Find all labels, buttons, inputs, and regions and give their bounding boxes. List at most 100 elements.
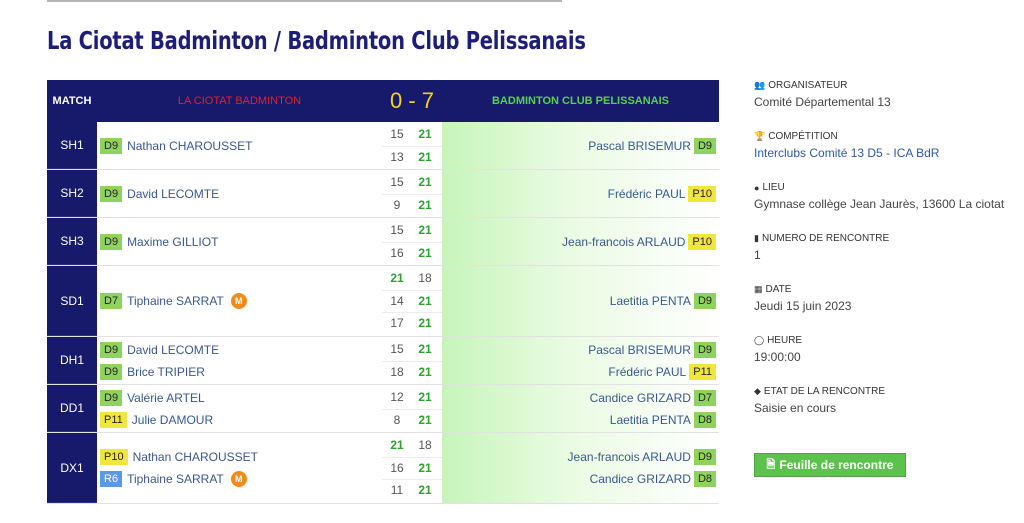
overall-score: 0 - 7 xyxy=(389,88,435,113)
home-team-name[interactable]: LA CIOTAT BADMINTON xyxy=(177,95,302,107)
home-player[interactable]: R6 Tiphaine SARRAT M xyxy=(100,470,247,488)
match-table: MATCH LA CIOTAT BADMINTON 0 - 7 BADMINTO… xyxy=(47,80,719,504)
away-set-score: 21 xyxy=(418,294,432,308)
away-set-score: 18 xyxy=(418,271,432,285)
match-row[interactable]: SD1 D7 Tiphaine SARRAT M 21 18 14 21 17 21 Laetiti… xyxy=(47,266,719,337)
set-score-row: 8 21 xyxy=(382,409,442,429)
set-score-row: 13 21 xyxy=(382,146,442,166)
away-player[interactable]: Candice GRIZARD D7 xyxy=(590,389,716,407)
home-player[interactable]: D9 Brice TRIPIER xyxy=(100,363,205,381)
info-competition: 🏆 COMPÉTITION Interclubs Comité 13 D5 - I… xyxy=(754,131,939,160)
info-organisateur: 👥 ORGANISATEUR Comité Départemental 13 xyxy=(754,80,891,109)
match-row[interactable]: DD1 D9 Valérie ARTEL P11 Julie DAMOUR 12 21 8 21… xyxy=(47,385,719,433)
info-date: ▦ DATE Jeudi 15 juin 2023 xyxy=(754,284,851,313)
away-player[interactable]: Jean-francois ARLAUD P10 xyxy=(562,233,716,251)
set-score-row: 16 21 xyxy=(382,457,442,477)
match-row[interactable]: SH3 D9 Maxime GILLIOT 15 21 16 21 Jean-francois… xyxy=(47,218,719,266)
away-player[interactable]: Candice GRIZARD D8 xyxy=(590,470,716,488)
rank-badge: D7 xyxy=(693,389,716,406)
player-name[interactable]: Jean-francois ARLAUD xyxy=(567,450,691,464)
organisateur-value: Comité Départemental 13 xyxy=(754,95,891,109)
away-player[interactable]: Jean-francois ARLAUD D9 xyxy=(568,448,716,466)
home-player[interactable]: D9 David LECOMTE xyxy=(100,341,219,359)
set-scores: 21 18 14 21 17 21 xyxy=(382,266,442,336)
away-team-name[interactable]: BADMINTON CLUB PELISSANAIS xyxy=(491,95,670,107)
home-player[interactable]: D9 David LECOMTE xyxy=(100,185,219,203)
home-players: D9 David LECOMTE D9 Brice TRIPIER xyxy=(97,337,382,384)
rank-badge: D9 xyxy=(100,185,123,202)
match-row[interactable]: SH1 D9 Nathan CHAROUSSET 15 21 13 21 Pascal BRI… xyxy=(47,122,719,170)
home-players: D9 David LECOMTE xyxy=(97,170,382,217)
set-scores: 15 21 16 21 xyxy=(382,218,442,265)
rank-badge: P11 xyxy=(100,411,127,428)
player-name[interactable]: Frédéric PAUL xyxy=(608,364,687,379)
mutation-badge: M xyxy=(230,293,247,309)
set-score-row: 15 21 xyxy=(382,220,442,240)
home-player[interactable]: P10 Nathan CHAROUSSET xyxy=(100,448,258,466)
away-player[interactable]: Pascal BRISEMUR D9 xyxy=(588,137,716,155)
player-name[interactable]: Candice GRIZARD xyxy=(589,472,691,486)
away-players: Candice GRIZARD D7 Laetitia PENTA D8 xyxy=(442,385,719,432)
home-players: P10 Nathan CHAROUSSET R6 Tiphaine SARRAT M xyxy=(97,433,382,503)
player-name[interactable]: Pascal BRISEMUR xyxy=(588,138,691,153)
away-set-score: 18 xyxy=(418,438,432,452)
away-set-score: 21 xyxy=(418,175,432,189)
away-set-score: 21 xyxy=(418,413,432,427)
set-score-row: 15 21 xyxy=(382,172,442,192)
away-set-score: 21 xyxy=(418,246,432,260)
home-player[interactable]: D9 Maxime GILLIOT xyxy=(100,233,218,251)
etat-label: ETAT DE LA RENCONTRE xyxy=(763,386,886,397)
player-name[interactable]: Nathan CHAROUSSET xyxy=(127,138,253,153)
away-player[interactable]: Frédéric PAUL P11 xyxy=(608,363,716,381)
home-set-score: 18 xyxy=(390,365,404,379)
player-name[interactable]: Maxime GILLIOT xyxy=(127,234,219,249)
player-name[interactable]: Laetitia PENTA xyxy=(609,294,691,308)
home-player[interactable]: D7 Tiphaine SARRAT M xyxy=(100,292,247,310)
home-set-score: 21 xyxy=(390,271,404,285)
match-row[interactable]: DX1 P10 Nathan CHAROUSSET R6 Tiphaine SARRAT… xyxy=(47,433,719,504)
set-score-row: 15 21 xyxy=(382,339,442,359)
player-name[interactable]: David LECOMTE xyxy=(127,342,220,357)
player-name[interactable]: Laetitia PENTA xyxy=(609,412,691,427)
player-name[interactable]: Pascal BRISEMUR xyxy=(588,342,691,357)
match-row[interactable]: SH2 D9 David LECOMTE 15 21 9 21 Frédéric PAUL P1… xyxy=(47,170,719,218)
match-rows: SH1 D9 Nathan CHAROUSSET 15 21 13 21 Pascal BRI… xyxy=(47,122,719,504)
player-name[interactable]: Valérie ARTEL xyxy=(127,390,205,405)
away-set-score: 21 xyxy=(418,483,432,497)
date-value: Jeudi 15 juin 2023 xyxy=(754,299,852,313)
home-player[interactable]: P11 Julie DAMOUR xyxy=(100,411,213,429)
player-name[interactable]: Frédéric PAUL xyxy=(607,186,686,201)
set-score-row: 15 21 xyxy=(382,124,442,144)
match-sheet-label: Feuille de rencontre xyxy=(779,458,894,472)
match-sheet-button[interactable]: 🗎 Feuille de rencontre xyxy=(754,453,906,477)
player-name[interactable]: Julie DAMOUR xyxy=(131,412,214,427)
home-set-score: 9 xyxy=(393,198,401,212)
info-numero: ▮ NUMERO DE RENCONTRE 1 xyxy=(754,233,889,262)
away-player[interactable]: Pascal BRISEMUR D9 xyxy=(588,341,716,359)
player-name[interactable]: Brice TRIPIER xyxy=(127,364,205,379)
player-name[interactable]: David LECOMTE xyxy=(127,186,220,201)
match-row[interactable]: DH1 D9 David LECOMTE D9 Brice TRIPIER 15 21 18 2… xyxy=(47,337,719,385)
player-name[interactable]: Jean-francois ARLAUD xyxy=(562,234,686,249)
away-player[interactable]: Frédéric PAUL P10 xyxy=(608,185,716,203)
match-label: SH1 xyxy=(47,122,97,169)
player-name[interactable]: Tiphaine SARRAT xyxy=(127,294,224,308)
player-name[interactable]: Tiphaine SARRAT xyxy=(127,472,224,486)
player-name[interactable]: Nathan CHAROUSSET xyxy=(132,450,258,464)
away-players: Pascal BRISEMUR D9 Frédéric PAUL P11 xyxy=(442,337,719,384)
away-player[interactable]: Laetitia PENTA D9 xyxy=(610,292,716,310)
competition-link[interactable]: Interclubs Comité 13 D5 - ICA BdR xyxy=(754,146,940,160)
home-set-score: 8 xyxy=(393,413,401,427)
map-marker-icon: ● xyxy=(754,182,760,193)
organisateur-label: ORGANISATEUR xyxy=(768,80,848,91)
away-players: Jean-francois ARLAUD D9 Candice GRIZARD D8 xyxy=(442,433,719,503)
top-divider xyxy=(47,0,562,2)
away-set-score: 21 xyxy=(418,223,432,237)
match-label: SH3 xyxy=(47,218,97,265)
numero-value: 1 xyxy=(754,248,761,262)
home-player[interactable]: D9 Nathan CHAROUSSET xyxy=(100,137,252,155)
away-player[interactable]: Laetitia PENTA D8 xyxy=(610,411,716,429)
heure-value: 19:00:00 xyxy=(754,350,801,364)
player-name[interactable]: Candice GRIZARD xyxy=(589,390,691,405)
home-player[interactable]: D9 Valérie ARTEL xyxy=(100,389,205,407)
